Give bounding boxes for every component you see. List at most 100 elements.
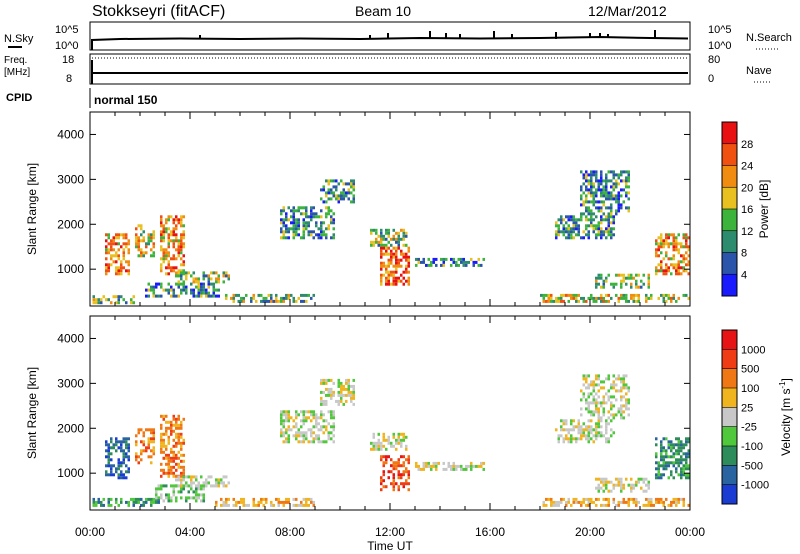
echo-cell bbox=[630, 282, 633, 286]
echo-cell bbox=[117, 440, 120, 444]
echo-cell bbox=[590, 293, 593, 297]
echo-cell bbox=[172, 490, 175, 494]
echo-cell bbox=[585, 425, 588, 429]
echo-cell bbox=[602, 203, 605, 207]
echo-cell bbox=[302, 236, 305, 240]
echo-cell bbox=[617, 477, 620, 481]
colorbar-frame bbox=[721, 329, 738, 505]
echo-cell bbox=[627, 179, 630, 183]
echo-cell bbox=[647, 276, 650, 280]
echo-cell bbox=[657, 476, 660, 480]
echo-cell bbox=[572, 500, 575, 504]
echo-cell bbox=[407, 282, 410, 286]
echo-cell bbox=[677, 497, 680, 501]
echo-cell bbox=[197, 294, 200, 298]
echo-cell bbox=[182, 465, 185, 469]
echo-cell bbox=[180, 453, 183, 457]
echo-cell bbox=[237, 500, 240, 504]
echo-cell bbox=[320, 410, 323, 414]
echo-cell bbox=[282, 206, 285, 210]
echo-cell bbox=[347, 390, 350, 394]
echo-cell bbox=[380, 231, 383, 235]
echo-cell bbox=[132, 503, 135, 507]
echo-cell bbox=[205, 481, 208, 485]
echo-cell bbox=[347, 387, 350, 391]
echo-cell bbox=[662, 296, 665, 300]
echo-cell bbox=[582, 377, 585, 381]
echo-cell bbox=[617, 296, 620, 300]
echo-cell bbox=[165, 257, 168, 261]
echo-cell bbox=[162, 230, 165, 234]
echo-cell bbox=[295, 422, 298, 426]
echo-cell bbox=[180, 245, 183, 249]
echo-cell bbox=[182, 487, 185, 491]
echo-cell bbox=[600, 179, 603, 183]
echo-cell bbox=[620, 273, 623, 277]
echo-cell bbox=[395, 282, 398, 286]
echo-cell bbox=[325, 393, 328, 397]
echo-cell bbox=[322, 390, 325, 394]
echo-cell bbox=[680, 245, 683, 249]
echo-cell bbox=[400, 473, 403, 477]
echo-cell bbox=[202, 487, 205, 491]
echo-cell bbox=[225, 500, 228, 504]
echo-cell bbox=[165, 496, 168, 500]
echo-cell bbox=[407, 279, 410, 283]
echo-cell bbox=[277, 500, 280, 504]
echo-cell bbox=[585, 218, 588, 222]
echo-cell bbox=[602, 279, 605, 283]
echo-cell bbox=[607, 194, 610, 198]
echo-cell bbox=[622, 483, 625, 487]
echo-cell bbox=[270, 296, 273, 300]
echo-cell bbox=[302, 503, 305, 507]
colorbar-swatch bbox=[722, 407, 737, 427]
echo-cell bbox=[132, 500, 135, 504]
echo-cell bbox=[195, 487, 198, 491]
echo-cell bbox=[570, 434, 573, 438]
echo-cell bbox=[662, 299, 665, 303]
echo-cell bbox=[100, 301, 103, 305]
echo-cell bbox=[197, 277, 200, 281]
echo-cell bbox=[322, 188, 325, 192]
echo-cell bbox=[637, 293, 640, 297]
echo-cell bbox=[172, 465, 175, 469]
echo-cell bbox=[285, 500, 288, 504]
echo-cell bbox=[105, 257, 108, 261]
echo-cell bbox=[220, 478, 223, 482]
echo-cell bbox=[400, 249, 403, 253]
echo-cell bbox=[587, 425, 590, 429]
echo-cell bbox=[145, 428, 148, 432]
echo-cell bbox=[627, 276, 630, 280]
echo-cell bbox=[582, 191, 585, 195]
echo-cell bbox=[315, 233, 318, 237]
echo-cell bbox=[687, 263, 690, 267]
echo-cell bbox=[302, 218, 305, 222]
echo-cell bbox=[470, 257, 473, 261]
echo-cell bbox=[312, 437, 315, 441]
echo-cell bbox=[160, 493, 163, 497]
echo-cell bbox=[397, 279, 400, 283]
echo-cell bbox=[195, 478, 198, 482]
echo-cell bbox=[345, 182, 348, 186]
echo-cell bbox=[625, 296, 628, 300]
echo-cell bbox=[177, 242, 180, 246]
echo-cell bbox=[352, 384, 355, 388]
echo-cell bbox=[415, 464, 418, 468]
echo-cell bbox=[592, 389, 595, 393]
echo-cell bbox=[180, 435, 183, 439]
echo-cell bbox=[175, 233, 178, 237]
echo-cell bbox=[605, 191, 608, 195]
echo-cell bbox=[602, 503, 605, 507]
echo-cell bbox=[392, 279, 395, 283]
echo-cell bbox=[102, 503, 105, 507]
echo-cell bbox=[105, 298, 108, 302]
echo-cell bbox=[285, 218, 288, 222]
echo-cell bbox=[600, 191, 603, 195]
echo-cell bbox=[625, 374, 628, 378]
echo-cell bbox=[157, 496, 160, 500]
echo-cell bbox=[290, 416, 293, 420]
echo-cell bbox=[457, 257, 460, 261]
power-echo-region bbox=[280, 206, 335, 240]
echo-cell bbox=[685, 236, 688, 240]
